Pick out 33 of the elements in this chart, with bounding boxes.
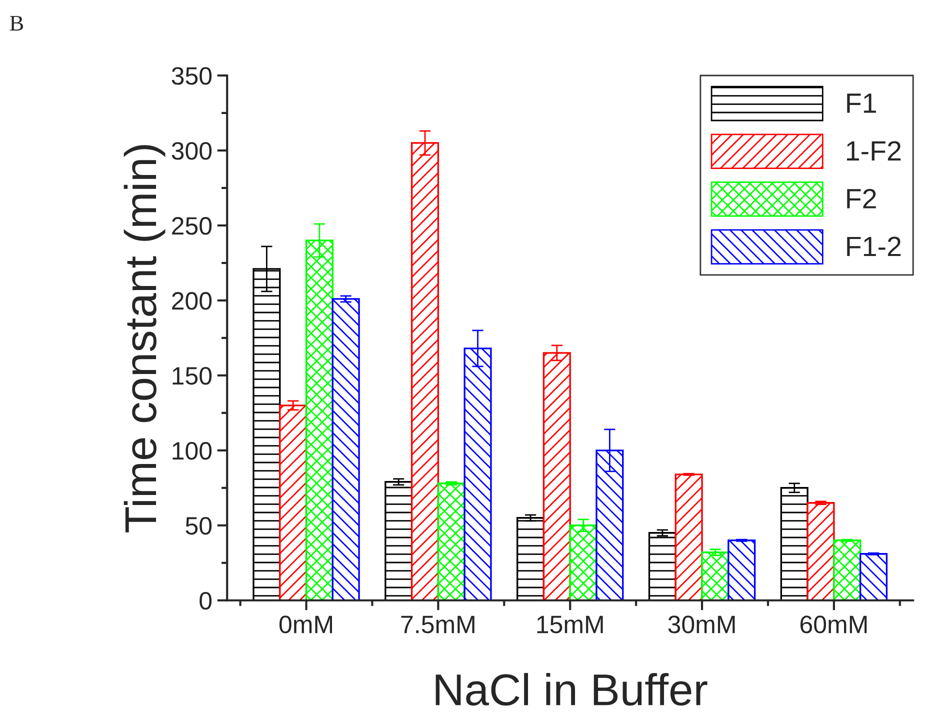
legend-label: 1-F2	[846, 141, 901, 160]
x-tick-label: 15mM	[537, 616, 603, 634]
bar	[674, 474, 703, 600]
bar	[332, 298, 360, 600]
x-axis-title: NaCl in Buffer	[436, 672, 708, 706]
bar	[859, 553, 888, 600]
legend-label: F1-2	[847, 236, 901, 256]
y-tick-label: 200	[172, 292, 212, 310]
bar	[728, 540, 756, 600]
y-tick-label: 150	[172, 367, 212, 385]
x-tick-label: 0mM	[279, 616, 332, 634]
text: B	[10, 16, 24, 31]
bar	[437, 482, 466, 600]
bar	[833, 540, 862, 600]
bar	[806, 502, 835, 600]
y-tick-label: 350	[172, 67, 212, 85]
bar	[516, 517, 545, 600]
legend-label: F2	[847, 188, 876, 208]
bar	[648, 532, 676, 600]
legend-label: F1	[847, 94, 876, 113]
y-tick-label: 0	[200, 592, 212, 610]
y-tick-label: 300	[172, 142, 212, 160]
x-tick-label: 30mM	[668, 616, 735, 634]
x-tick-label: 60mM	[800, 616, 867, 634]
y-axis-title: Time constant (min)	[124, 145, 166, 532]
x-tick-label: 7.5mM	[401, 616, 474, 634]
bar	[701, 552, 730, 600]
bar	[279, 404, 308, 600]
y-tick-label: 250	[172, 217, 212, 235]
y-tick-label: 100	[172, 442, 212, 460]
bar	[384, 481, 413, 600]
y-tick-label: 50	[186, 516, 212, 535]
bar	[780, 487, 808, 600]
